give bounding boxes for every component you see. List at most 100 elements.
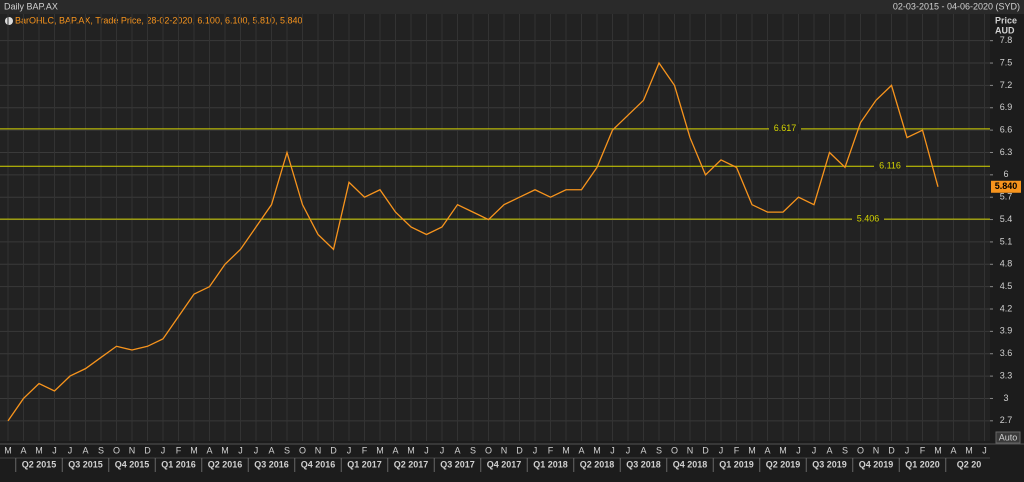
y-tick-label: 4.2 [1000, 303, 1013, 313]
x-tick-label: S [470, 445, 476, 455]
quarter-label: Q3 2017 [440, 459, 475, 469]
y-tick-label: 6 [1003, 169, 1008, 179]
level-label-bg [769, 123, 801, 134]
x-tick-label: O [299, 445, 306, 455]
level-label: 6.116 [879, 161, 901, 171]
quarter-label: Q4 2018 [673, 459, 708, 469]
quarter-label: Q1 2017 [347, 459, 382, 469]
last-price-label: 5.840 [995, 181, 1018, 191]
x-tick-label: M [221, 445, 229, 455]
quarter-label: Q1 2019 [719, 459, 754, 469]
quarter-label: Q4 2017 [487, 459, 522, 469]
y-tick-label: 4.8 [1000, 259, 1013, 269]
quarter-label: Q1 2018 [533, 459, 568, 469]
x-tick-label: M [934, 445, 942, 455]
x-tick-label: A [950, 445, 956, 455]
x-tick-label: A [20, 445, 26, 455]
x-tick-label: S [656, 445, 662, 455]
x-tick-label: N [687, 445, 694, 455]
header-bar [0, 0, 1024, 14]
quarter-label: Q3 2018 [626, 459, 661, 469]
x-tick-label: A [454, 445, 460, 455]
x-tick-label: N [315, 445, 322, 455]
y-tick-label: 7.5 [1000, 57, 1013, 67]
quarter-label: Q2 2018 [580, 459, 615, 469]
x-tick-label: A [82, 445, 88, 455]
x-tick-label: A [764, 445, 770, 455]
y-tick-label: 5.7 [1000, 192, 1013, 202]
y-tick-label: 7.8 [1000, 35, 1013, 45]
x-tick-label: J [440, 445, 445, 455]
y-tick-label: 3.3 [1000, 370, 1013, 380]
x-tick-label: J [796, 445, 801, 455]
quarter-label: Q3 2015 [68, 459, 103, 469]
x-tick-label: J [812, 445, 817, 455]
quarter-label: Q4 2019 [859, 459, 894, 469]
x-tick-label: O [857, 445, 864, 455]
x-tick-label: F [362, 445, 368, 455]
price-line [7, 61, 939, 422]
y-tick-label: 4.5 [1000, 281, 1013, 291]
y-tick-label: 3.6 [1000, 348, 1013, 358]
quarter-label: Q4 2015 [115, 459, 150, 469]
x-tick-label: J [347, 445, 352, 455]
y-tick-label: 6.6 [1000, 124, 1013, 134]
x-tick-label: D [516, 445, 523, 455]
auto-button[interactable] [995, 431, 1021, 444]
legend-text: BarOHLC, BAP.AX, Trade Price, 28-02-2020… [15, 15, 303, 25]
x-tick-label: M [4, 445, 12, 455]
x-tick-label: N [129, 445, 136, 455]
y-tick-label: 2.7 [1000, 415, 1013, 425]
x-tick-label: J [719, 445, 724, 455]
level-label-bg [852, 214, 884, 225]
y-tick-label: 3 [1003, 393, 1008, 403]
y-axis-label: Price [995, 15, 1017, 25]
level-label: 6.617 [774, 123, 797, 133]
plot-area [0, 14, 990, 441]
x-tick-label: D [330, 445, 337, 455]
x-tick-label: S [98, 445, 104, 455]
x-tick-label: N [873, 445, 880, 455]
y-axis-unit: AUD [995, 25, 1015, 35]
quarter-label: Q2 2016 [208, 459, 243, 469]
chart-title: Daily BAP.AX [4, 1, 58, 11]
quarter-label: Q3 2019 [812, 459, 847, 469]
x-tick-label: J [424, 445, 429, 455]
x-tick-label: S [842, 445, 848, 455]
x-tick-label: N [501, 445, 508, 455]
quarter-label: Q1 2020 [905, 459, 940, 469]
x-tick-label: D [888, 445, 895, 455]
quarter-label: Q3 2016 [254, 459, 289, 469]
y-tick-label: 5.1 [1000, 236, 1013, 246]
quarter-label: Q2 2017 [394, 459, 429, 469]
x-tick-label: M [779, 445, 787, 455]
x-tick-label: J [610, 445, 615, 455]
legend-icon [5, 17, 13, 25]
date-range: 02-03-2015 - 04-06-2020 (SYD) [893, 1, 1020, 11]
quarter-label: Q2 2015 [22, 459, 57, 469]
x-tick-label: A [578, 445, 584, 455]
y-tick-label: 6.9 [1000, 102, 1013, 112]
x-tick-label: M [190, 445, 198, 455]
x-tick-label: A [826, 445, 832, 455]
x-tick-label: A [392, 445, 398, 455]
x-tick-label: J [982, 445, 987, 455]
x-tick-label: O [671, 445, 678, 455]
y-tick-label: 3.9 [1000, 326, 1013, 336]
x-tick-label: A [268, 445, 274, 455]
y-tick-label: 5.4 [1000, 214, 1013, 224]
x-tick-label: F [734, 445, 740, 455]
level-label: 5.406 [857, 213, 880, 223]
auto-button-label[interactable]: Auto [999, 432, 1018, 442]
y-tick-label: 7.2 [1000, 80, 1013, 90]
quarter-label: Q2 20 [957, 459, 982, 469]
x-tick-label: M [376, 445, 384, 455]
x-tick-label: M [407, 445, 415, 455]
quarter-label: Q4 2016 [301, 459, 336, 469]
x-tick-label: F [176, 445, 182, 455]
level-label-bg [874, 161, 906, 172]
x-tick-label: M [562, 445, 570, 455]
last-price-badge [991, 180, 1021, 193]
x-tick-label: D [702, 445, 709, 455]
quarter-label: Q2 2019 [766, 459, 801, 469]
